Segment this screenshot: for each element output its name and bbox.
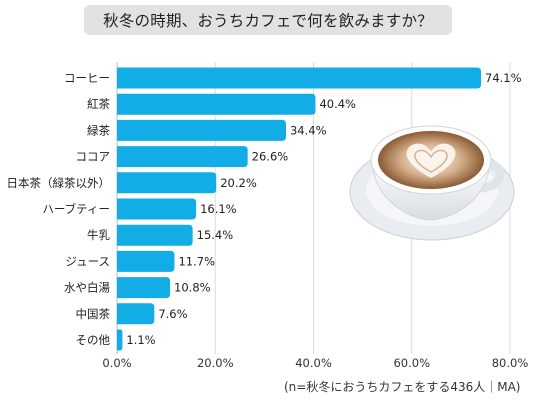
category-label: コーヒー <box>64 71 110 85</box>
category-label: 緑茶 <box>87 123 110 137</box>
value-label: 34.4% <box>290 123 327 137</box>
x-tick-label: 40.0% <box>295 356 332 370</box>
bar <box>117 119 286 141</box>
value-label: 74.1% <box>485 71 522 85</box>
value-label: 15.4% <box>197 228 234 242</box>
x-tick-label: 20.0% <box>197 356 234 370</box>
chart-title-text: 秋冬の時期、おうちカフェで何を飲みますか？ <box>103 12 433 30</box>
bar <box>117 93 316 115</box>
sample-note: (n=秋冬におうちカフェをする436人｜MA) <box>284 380 521 394</box>
category-label: ハーブティー <box>42 202 110 216</box>
bar <box>117 277 171 299</box>
x-tick-label: 0.0% <box>102 356 131 370</box>
category-label: 牛乳 <box>87 228 110 242</box>
category-label: 中国茶 <box>76 307 111 321</box>
value-label: 10.8% <box>174 281 211 295</box>
value-label: 16.1% <box>200 202 237 216</box>
bar <box>117 303 155 325</box>
value-label: 7.6% <box>158 307 187 321</box>
bar <box>117 224 193 246</box>
value-label: 20.2% <box>220 176 257 190</box>
category-label: 水や白湯 <box>64 281 110 295</box>
x-tick-label: 80.0% <box>492 356 529 370</box>
bar <box>117 172 217 194</box>
value-label: 26.6% <box>252 150 289 164</box>
chart-title: 秋冬の時期、おうちカフェで何を飲みますか？ <box>84 5 452 35</box>
bar <box>117 329 123 351</box>
bar <box>117 198 197 220</box>
value-label: 11.7% <box>178 254 215 268</box>
bar <box>117 67 482 89</box>
bars <box>117 67 482 351</box>
category-label: 紅茶 <box>87 97 110 111</box>
bar <box>117 250 175 272</box>
category-label: 日本茶（緑茶以外） <box>7 176 111 190</box>
bar <box>117 146 248 168</box>
category-label: ジュース <box>65 254 110 268</box>
value-label: 40.4% <box>319 97 356 111</box>
x-tick-label: 60.0% <box>393 356 430 370</box>
latte-art-cup-icon <box>349 125 515 241</box>
labels: 0.0% 20.0% 40.0% 60.0% 80.0% コーヒー 74.1% 紅茶 40.4%… <box>7 71 529 370</box>
value-label: 1.1% <box>126 333 155 347</box>
category-label: ココア <box>76 150 111 164</box>
category-label: その他 <box>76 333 111 347</box>
